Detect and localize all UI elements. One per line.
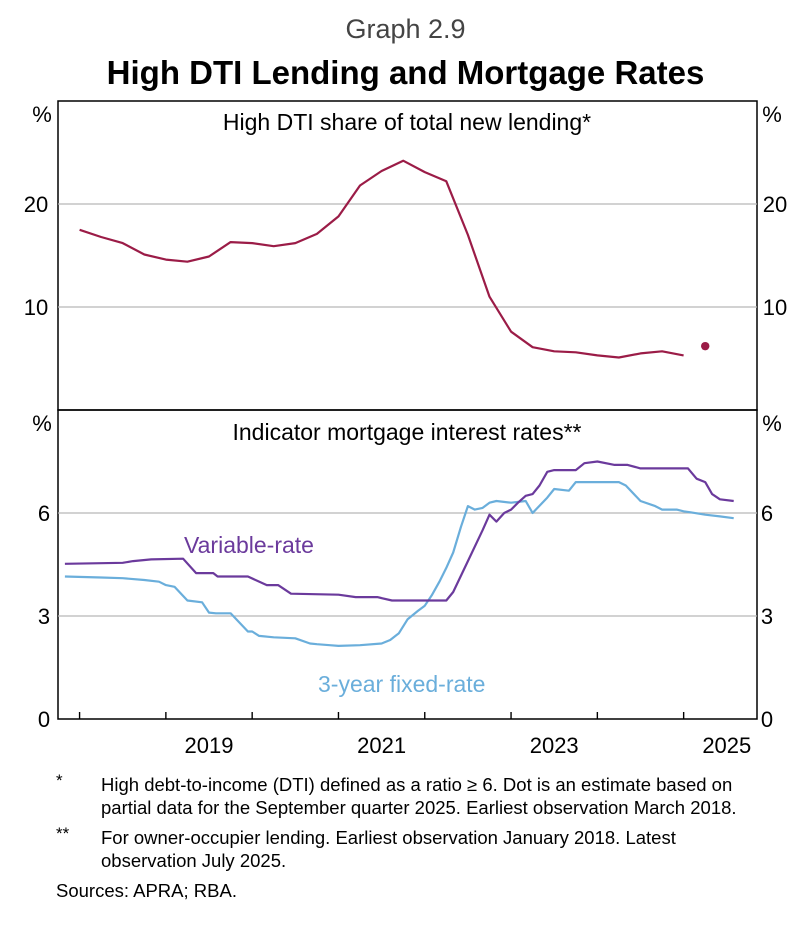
panel-frame-bottom <box>57 409 758 720</box>
fixed-rate-label: 3-year fixed-rate <box>318 671 485 697</box>
variable-rate-line <box>64 460 734 602</box>
chart-area: High DTI share of total new lending* Ind… <box>24 100 787 758</box>
dti-estimate-dot <box>701 341 710 351</box>
dti-share-line <box>79 159 684 359</box>
unit-label-top-right: % <box>762 102 782 127</box>
graph-number: Graph 2.9 <box>345 14 466 44</box>
gridlines-top <box>58 203 757 308</box>
footnote-mark: ** <box>56 824 70 843</box>
chart-title: High DTI Lending and Mortgage Rates <box>106 54 705 91</box>
x-axis-labels: 2019 2021 2023 2025 <box>185 733 752 758</box>
sources: Sources: APRA; RBA. <box>56 880 237 901</box>
footnote-text: High debt-to-income (DTI) defined as a r… <box>101 774 737 818</box>
unit-label-bottom-left: % <box>32 411 52 436</box>
variable-rate-label: Variable-rate <box>184 532 314 558</box>
y-tick-label-right: 0 <box>761 707 773 732</box>
panel-frame-top <box>57 100 758 411</box>
footnote: * High debt-to-income (DTI) defined as a… <box>56 771 776 819</box>
y-tick-label-right: 6 <box>761 501 773 526</box>
y-tick-label-left: 6 <box>38 501 50 526</box>
unit-label-top-left: % <box>32 102 52 127</box>
panel-title-bottom: Indicator mortgage interest rates** <box>232 419 581 445</box>
x-tick-label: 2019 <box>185 733 234 758</box>
y-tick-label-left: 10 <box>24 295 48 320</box>
y-tick-label-left: 20 <box>24 192 48 217</box>
footnote-mark: * <box>56 771 63 790</box>
y-axis-labels: 10 10 20 20 0 0 3 3 6 6 <box>24 192 787 732</box>
x-tick-label: 2021 <box>357 733 406 758</box>
fixed-rate-line <box>64 481 734 648</box>
footnote: ** For owner-occupier lending. Earliest … <box>56 824 776 872</box>
y-tick-label-left: 0 <box>38 707 50 732</box>
y-tick-label-right: 20 <box>763 192 787 217</box>
y-tick-label-right: 10 <box>763 295 787 320</box>
x-axis-ticks <box>78 712 685 719</box>
gridlines-bottom <box>58 512 757 617</box>
y-tick-label-left: 3 <box>38 604 50 629</box>
panel-title-top: High DTI share of total new lending* <box>223 109 591 135</box>
footnote-text: For owner-occupier lending. Earliest obs… <box>101 827 676 871</box>
footnotes: * High debt-to-income (DTI) defined as a… <box>56 771 776 902</box>
x-tick-label: 2023 <box>530 733 579 758</box>
y-tick-label-right: 3 <box>761 604 773 629</box>
x-tick-label: 2025 <box>702 733 751 758</box>
unit-label-bottom-right: % <box>762 411 782 436</box>
